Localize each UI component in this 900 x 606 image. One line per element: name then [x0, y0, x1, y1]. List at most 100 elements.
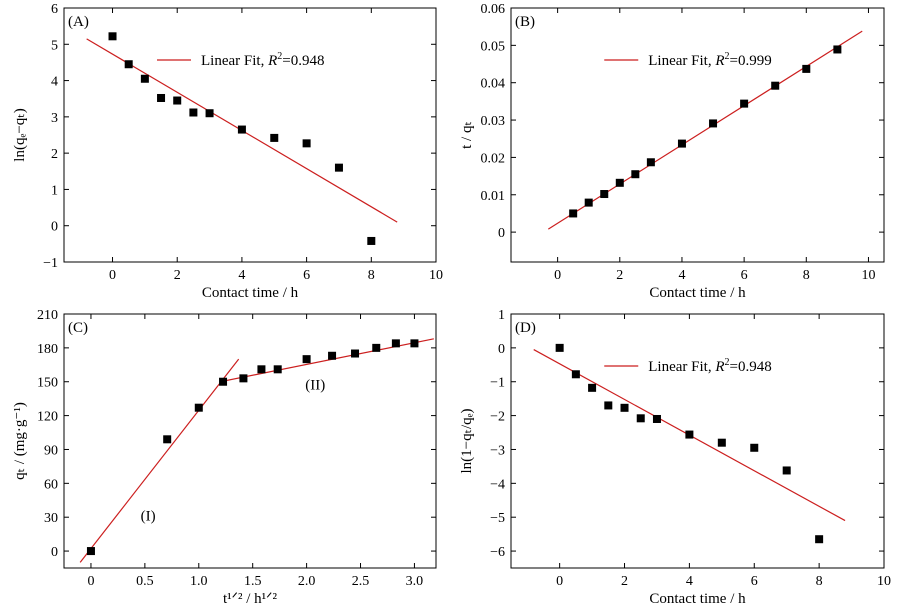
data-point	[124, 60, 133, 69]
data-point	[584, 198, 593, 207]
y-tick-label: −5	[490, 511, 505, 526]
y-tick-label: 5	[51, 38, 58, 53]
x-axis-label: Contact time / h	[649, 591, 746, 606]
data-point	[750, 443, 759, 452]
data-point	[157, 93, 166, 102]
x-tick-label: 8	[816, 574, 823, 589]
x-axis-label: Contact time / h	[202, 285, 299, 301]
x-tick-label: 3.0	[406, 574, 424, 589]
data-point	[677, 139, 686, 148]
data-point	[351, 349, 360, 358]
chart-panel-d: 0 2 4 6 8 10 −6 −5 −4 −3 −2 −1 0 1 Contact time / h ln(…	[459, 308, 891, 606]
y-tick-label: 210	[37, 308, 58, 323]
y-tick-label: 180	[37, 342, 58, 357]
data-point	[219, 377, 228, 386]
data-point	[815, 535, 824, 544]
x-tick-label: 2	[621, 574, 628, 589]
x-tick-label: 6	[741, 268, 748, 283]
x-tick-label: 2	[616, 268, 623, 283]
x-tick-label: 10	[429, 268, 443, 283]
data-point	[173, 96, 182, 105]
data-point	[334, 163, 343, 172]
y-tick-label: 0	[498, 226, 505, 241]
x-tick-label: 4	[238, 268, 245, 283]
x-tick-label: 10	[861, 268, 875, 283]
data-point	[194, 403, 203, 412]
y-tick-label: 150	[37, 376, 58, 391]
plot-frame	[63, 313, 437, 569]
y-axis-label: ln(qₑ−qₜ)	[12, 108, 28, 161]
plot-frame	[63, 7, 437, 263]
legend-label: Linear Fit, R2=0.948	[201, 51, 324, 69]
data-point	[631, 170, 640, 179]
plot-frame	[510, 7, 885, 263]
data-point	[372, 343, 381, 352]
chart-panel-a: 0 2 4 6 8 10 −1 0 1 2 3 4 5 6 Contact time / h ln(qₑ−qₜ…	[12, 2, 443, 301]
x-tick-label: 0	[556, 574, 563, 589]
data-point	[771, 81, 780, 90]
legend-label: Linear Fit, R2=0.999	[648, 51, 771, 69]
data-point	[302, 139, 311, 148]
x-tick-label: 1.0	[190, 574, 208, 589]
y-tick-label: 0	[498, 342, 505, 357]
data-point	[571, 370, 580, 379]
x-tick-label: 6	[303, 268, 310, 283]
y-tick-label: −1	[490, 376, 505, 391]
x-tick-label: 0	[109, 268, 116, 283]
panel-label: (C)	[68, 320, 88, 336]
x-tick-label: 8	[368, 268, 375, 283]
data-point	[600, 190, 609, 199]
x-tick-label: 1.5	[244, 574, 262, 589]
panel-label: (D)	[515, 320, 536, 336]
x-tick-label: 0	[87, 574, 94, 589]
data-point	[685, 430, 694, 439]
y-tick-label: 0.04	[481, 77, 506, 92]
y-tick-label: 1	[51, 183, 58, 198]
data-point	[569, 209, 578, 218]
data-point	[108, 32, 117, 41]
data-point	[646, 158, 655, 167]
x-axis-label: t¹ᐟ² / h¹ᐟ²	[223, 591, 278, 606]
y-axis-label: qₜ / (mg·g⁻¹)	[12, 402, 28, 480]
y-tick-label: 3	[51, 111, 58, 126]
y-tick-label: 0	[51, 545, 58, 560]
data-point	[652, 414, 661, 423]
y-tick-label: 120	[37, 410, 58, 425]
data-point	[189, 108, 198, 117]
y-tick-label: 0.03	[481, 114, 506, 129]
x-tick-label: 0	[554, 268, 561, 283]
x-tick-label: 8	[803, 268, 810, 283]
y-tick-label: 0	[51, 220, 58, 235]
data-point	[615, 178, 624, 187]
data-point	[205, 109, 214, 118]
data-point	[367, 236, 376, 245]
x-tick-label: 6	[751, 574, 758, 589]
y-tick-label: −1	[43, 256, 58, 271]
data-point	[709, 119, 718, 128]
data-point	[636, 414, 645, 423]
fit-line	[220, 338, 434, 383]
data-point	[802, 64, 811, 73]
y-axis-label: t / qₜ	[459, 121, 475, 149]
data-point	[270, 133, 279, 142]
y-tick-label: 0.05	[481, 39, 506, 54]
fit-line	[79, 358, 240, 563]
data-point	[410, 339, 419, 348]
y-tick-label: −4	[490, 477, 505, 492]
y-tick-label: 6	[51, 2, 58, 17]
data-point	[620, 403, 629, 412]
x-tick-label: 4	[678, 268, 685, 283]
panel-label: (A)	[68, 14, 89, 30]
data-point	[239, 374, 248, 383]
x-tick-label: 2	[174, 268, 181, 283]
data-point	[273, 365, 282, 374]
y-tick-label: 2	[51, 147, 58, 162]
data-point	[302, 355, 311, 364]
y-tick-label: 0.02	[481, 151, 506, 166]
y-tick-label: −6	[490, 545, 505, 560]
legend: Linear Fit, R2=0.948	[157, 51, 324, 69]
data-point	[717, 438, 726, 447]
y-tick-label: 4	[51, 75, 58, 90]
data-point	[604, 401, 613, 410]
legend: Linear Fit, R2=0.948	[604, 357, 772, 375]
